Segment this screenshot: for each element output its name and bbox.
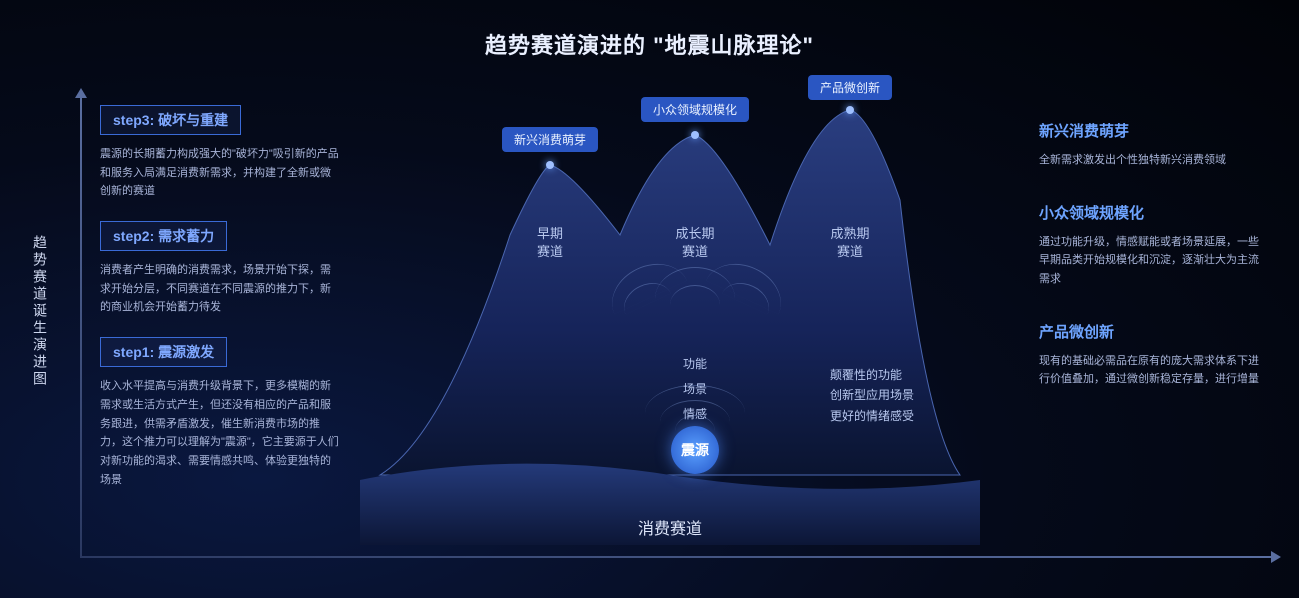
- right-block-1: 新兴消费萌芽 全新需求激发出个性独特新兴消费领域: [1039, 120, 1264, 170]
- right-title-2: 小众领域规模化: [1039, 202, 1264, 223]
- steps-column: step3: 破坏与重建 震源的长期蓄力构成强大的"破坏力"吸引新的产品和服务入…: [100, 105, 340, 509]
- chart-right-list: 颠覆性的功能创新型应用场景更好的情绪感受: [830, 365, 914, 426]
- right-body-3: 现有的基础必需品在原有的庞大需求体系下进行价值叠加，通过微创新稳定存量，进行增量: [1039, 352, 1264, 389]
- source-circle: 震源: [671, 426, 719, 474]
- peak-dot-2: [691, 131, 699, 139]
- right-title-3: 产品微创新: [1039, 321, 1264, 342]
- step-2: step2: 需求蓄力 消费者产生明确的消费需求，场景开始下探，需求开始分层，不…: [100, 221, 340, 317]
- step-2-header: step2: 需求蓄力: [100, 221, 227, 251]
- peak-tag-3: 产品微创新: [808, 75, 892, 100]
- right-column: 新兴消费萌芽 全新需求激发出个性独特新兴消费领域 小众领域规模化 通过功能升级，…: [1039, 120, 1264, 421]
- step-3-body: 震源的长期蓄力构成强大的"破坏力"吸引新的产品和服务入局满足消费新需求，并构建了…: [100, 145, 340, 201]
- stage-label-2: 成长期赛道: [675, 225, 714, 261]
- stage-label-1: 早期赛道: [537, 225, 563, 261]
- right-title-1: 新兴消费萌芽: [1039, 120, 1264, 141]
- mountain-chart: 消费赛道 新兴消费萌芽 小众领域规模化 产品微创新早期赛道 成长期赛道 成熟期赛道震源 功…: [360, 75, 980, 545]
- mountain-svg: [360, 75, 980, 545]
- page-title: 趋势赛道演进的 "地震山脉理论": [0, 28, 1299, 60]
- step-2-body: 消费者产生明确的消费需求，场景开始下探，需求开始分层，不同赛道在不同震源的推力下…: [100, 261, 340, 317]
- step-3-header: step3: 破坏与重建: [100, 105, 241, 135]
- step-1-body: 收入水平提高与消费升级背景下，更多模糊的新需求或生活方式产生，但还没有相应的产品…: [100, 377, 340, 489]
- wave-label-3: 情感: [683, 405, 707, 422]
- y-axis-label: 趋势赛道诞生演进图: [30, 235, 50, 388]
- right-block-2: 小众领域规模化 通过功能升级，情感赋能或者场景延展，一些早期品类开始规模化和沉淀…: [1039, 202, 1264, 289]
- right-body-1: 全新需求激发出个性独特新兴消费领域: [1039, 151, 1264, 170]
- peak-tag-1: 新兴消费萌芽: [502, 127, 598, 152]
- bottom-label: 消费赛道: [638, 515, 702, 539]
- right-body-2: 通过功能升级，情感赋能或者场景延展，一些早期品类开始规模化和沉淀，逐渐壮大为主流…: [1039, 233, 1264, 289]
- y-axis-line: [80, 95, 82, 558]
- y-axis-arrow-icon: [75, 88, 87, 98]
- step-1: step1: 震源激发 收入水平提高与消费升级背景下，更多模糊的新需求或生活方式…: [100, 337, 340, 489]
- step-1-header: step1: 震源激发: [100, 337, 227, 367]
- peak-tag-2: 小众领域规模化: [641, 97, 749, 122]
- wave-label-1: 功能: [683, 355, 707, 372]
- step-3: step3: 破坏与重建 震源的长期蓄力构成强大的"破坏力"吸引新的产品和服务入…: [100, 105, 340, 201]
- right-block-3: 产品微创新 现有的基础必需品在原有的庞大需求体系下进行价值叠加，通过微创新稳定存…: [1039, 321, 1264, 389]
- x-axis-arrow-icon: [1271, 551, 1281, 563]
- stage-label-3: 成熟期赛道: [830, 225, 869, 261]
- x-axis-line: [80, 556, 1274, 558]
- peak-dot-3: [846, 106, 854, 114]
- wave-label-2: 场景: [683, 380, 707, 397]
- peak-dot-1: [546, 161, 554, 169]
